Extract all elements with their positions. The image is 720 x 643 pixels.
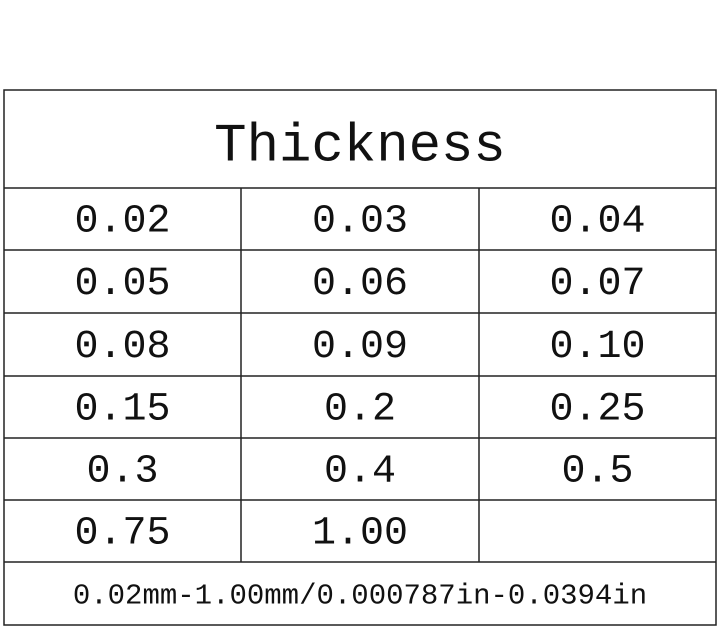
table-border <box>3 89 717 626</box>
cell-value: 0.5 <box>561 450 633 495</box>
cell-value: 0.15 <box>74 388 170 433</box>
cell-value: 0.04 <box>549 200 645 245</box>
cell-value: 0.07 <box>549 262 645 307</box>
cell-value: 0.75 <box>74 512 170 557</box>
table-grid <box>3 89 717 626</box>
cell-value: 0.10 <box>549 325 645 370</box>
cell-value: 0.09 <box>312 325 408 370</box>
cell-value: 0.25 <box>549 388 645 433</box>
footer-text: 0.02mm-1.00mm/0.000787in-0.0394in <box>73 580 647 613</box>
cell-value: 0.03 <box>312 200 408 245</box>
cell-value: 0.02 <box>74 200 170 245</box>
cell-value: 0.05 <box>74 262 170 307</box>
table-title: Thickness <box>214 116 506 177</box>
cell-value: 0.4 <box>324 450 396 495</box>
cell-value: 0.06 <box>312 262 408 307</box>
cell-value: 0.2 <box>324 388 396 433</box>
cell-value: 0.08 <box>74 325 170 370</box>
cell-value: 0.3 <box>86 450 158 495</box>
cell-value: 1.00 <box>312 512 408 557</box>
